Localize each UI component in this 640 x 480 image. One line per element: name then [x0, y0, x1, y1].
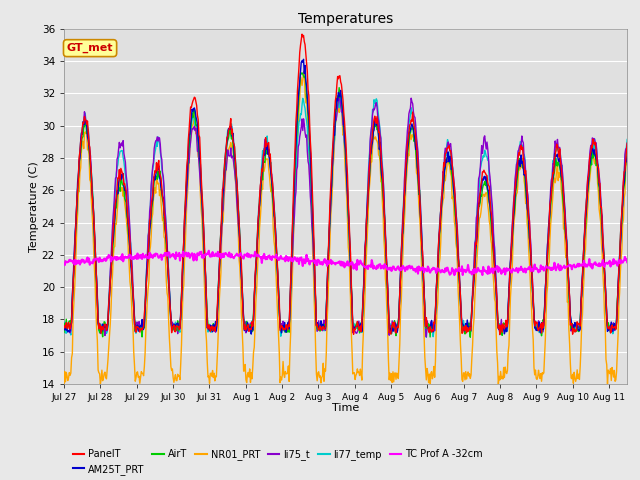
Text: GT_met: GT_met [67, 43, 113, 53]
Y-axis label: Temperature (C): Temperature (C) [29, 161, 39, 252]
Legend: PanelT, AM25T_PRT, AirT, NR01_PRT, li75_t, li77_temp, TC Prof A -32cm: PanelT, AM25T_PRT, AirT, NR01_PRT, li75_… [69, 445, 487, 479]
Title: Temperatures: Temperatures [298, 12, 393, 26]
X-axis label: Time: Time [332, 403, 359, 413]
